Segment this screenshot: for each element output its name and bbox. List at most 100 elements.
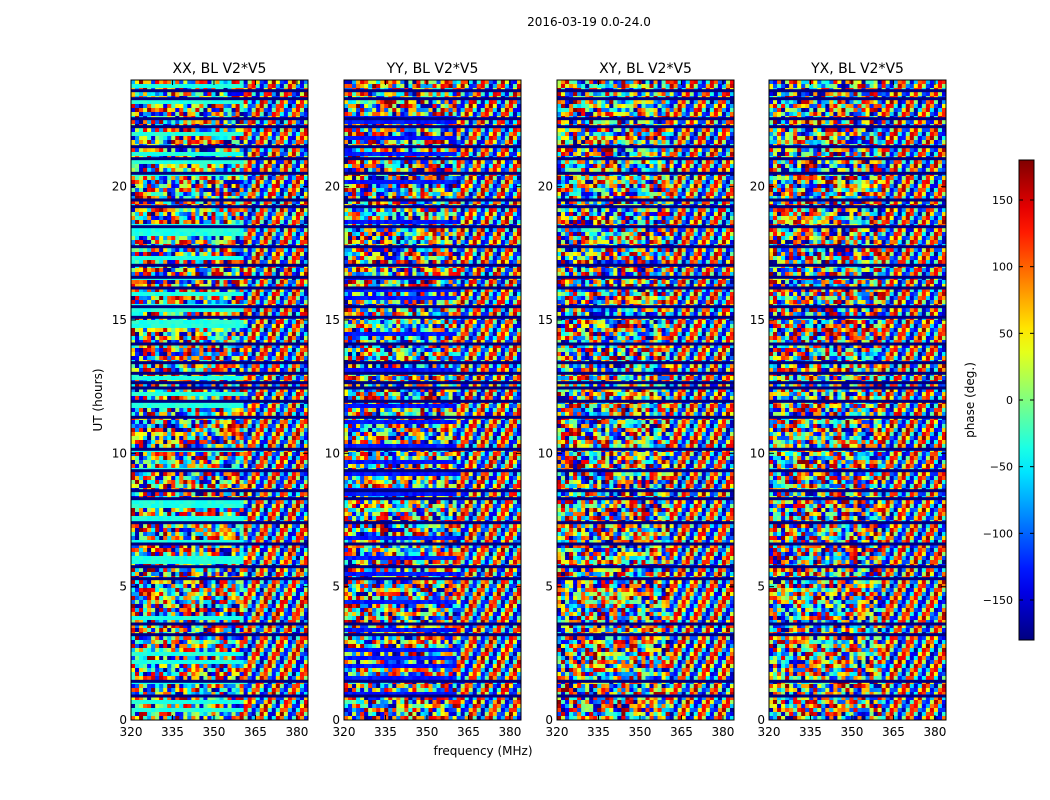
flagged-row — [344, 415, 521, 419]
flagged-row — [344, 97, 521, 101]
flagged-row — [344, 117, 521, 121]
flagged-row — [557, 89, 734, 93]
flagged-row — [131, 622, 308, 626]
flagged-row — [344, 125, 521, 129]
panel-frame — [130, 79, 309, 721]
flagged-row — [557, 633, 734, 637]
x-tick-label: 320 — [546, 725, 569, 739]
y-tick-label: 5 — [757, 580, 765, 594]
y-tick-label: 5 — [332, 580, 340, 594]
flagged-row — [131, 171, 308, 175]
flagged-row — [769, 622, 946, 626]
flagged-row — [769, 694, 946, 698]
flagged-row — [131, 415, 308, 419]
flagged-row — [344, 157, 521, 161]
flagged-row — [769, 489, 946, 493]
flagged-row — [557, 371, 734, 375]
flagged-row — [344, 286, 521, 290]
flagged-row — [131, 117, 308, 121]
panel-frame — [556, 79, 735, 721]
flagged-row — [769, 415, 946, 419]
y-tick-label: 15 — [112, 313, 127, 327]
flagged-row — [344, 565, 521, 569]
flagged-row — [344, 633, 521, 637]
flagged-row — [557, 577, 734, 581]
flagged-row — [131, 245, 308, 249]
colorbar-tick-label: 50 — [999, 327, 1013, 340]
flagged-row — [557, 342, 734, 346]
flagged-row — [344, 145, 521, 149]
flagged-row — [131, 694, 308, 698]
flagged-row — [131, 275, 308, 279]
flagged-row — [131, 497, 308, 501]
flagged-row — [344, 342, 521, 346]
flagged-row — [557, 171, 734, 175]
panel-xx: XX, BL V2*V5 320 335 350 365 380 0 5 10 15 20 — [112, 61, 309, 739]
flagged-row — [557, 679, 734, 683]
flagged-row — [131, 633, 308, 637]
heatmap-image — [131, 80, 308, 720]
flagged-row — [769, 447, 946, 451]
x-tick-label: 350 — [203, 725, 226, 739]
flagged-row — [769, 469, 946, 473]
flagged-row — [344, 305, 521, 309]
y-tick-label: 15 — [750, 313, 765, 327]
flagged-row — [131, 198, 308, 202]
flagged-row — [557, 489, 734, 493]
x-tick-label: 350 — [629, 725, 652, 739]
colorbar-tick-label: −100 — [983, 527, 1013, 540]
flagged-row — [131, 489, 308, 493]
flagged-row — [344, 371, 521, 375]
y-tick-label: 5 — [545, 580, 553, 594]
x-tick-label: 335 — [799, 725, 822, 739]
flagged-row — [557, 305, 734, 309]
flagged-row — [557, 245, 734, 249]
flagged-row — [557, 315, 734, 319]
flagged-row — [344, 386, 521, 390]
flagged-row — [769, 198, 946, 202]
flagged-row — [769, 565, 946, 569]
flagged-row — [344, 497, 521, 501]
y-axis-label: UT (hours) — [91, 368, 105, 431]
x-tick-label: 320 — [120, 725, 143, 739]
x-tick-label: 335 — [161, 725, 184, 739]
flagged-row — [769, 679, 946, 683]
x-tick-label: 335 — [374, 725, 397, 739]
panel-title: XY, BL V2*V5 — [599, 61, 692, 77]
flagged-row — [344, 89, 521, 93]
y-tick-label: 10 — [750, 446, 765, 460]
flagged-row — [131, 205, 308, 209]
x-tick-label: 365 — [882, 725, 905, 739]
figure-title: 2016-03-19 0.0-24.0 — [527, 15, 651, 29]
flagged-row — [769, 245, 946, 249]
flagged-row — [769, 577, 946, 581]
x-tick-label: 380 — [498, 725, 521, 739]
flagged-row — [769, 125, 946, 129]
flagged-row — [769, 497, 946, 501]
flagged-row — [557, 381, 734, 385]
heatmap-image — [769, 80, 946, 720]
flagged-row — [344, 679, 521, 683]
flagged-row — [131, 157, 308, 161]
flagged-row — [769, 305, 946, 309]
flagged-row — [769, 399, 946, 403]
flagged-row — [131, 447, 308, 451]
flagged-row — [131, 521, 308, 525]
flagged-row — [557, 521, 734, 525]
flagged-row — [344, 521, 521, 525]
flagged-row — [131, 342, 308, 346]
flagged-row — [557, 275, 734, 279]
x-tick-label: 335 — [587, 725, 610, 739]
flagged-row — [344, 489, 521, 493]
flagged-row — [131, 305, 308, 309]
flagged-row — [131, 89, 308, 93]
flagged-row — [769, 275, 946, 279]
x-tick-label: 320 — [758, 725, 781, 739]
flagged-row — [344, 542, 521, 546]
colorbar: −150 −100 −50 0 50 100 150 phase (deg.) — [963, 159, 1035, 641]
flagged-row — [344, 263, 521, 267]
flagged-row — [131, 97, 308, 101]
flagged-row — [557, 198, 734, 202]
flagged-row — [557, 361, 734, 365]
